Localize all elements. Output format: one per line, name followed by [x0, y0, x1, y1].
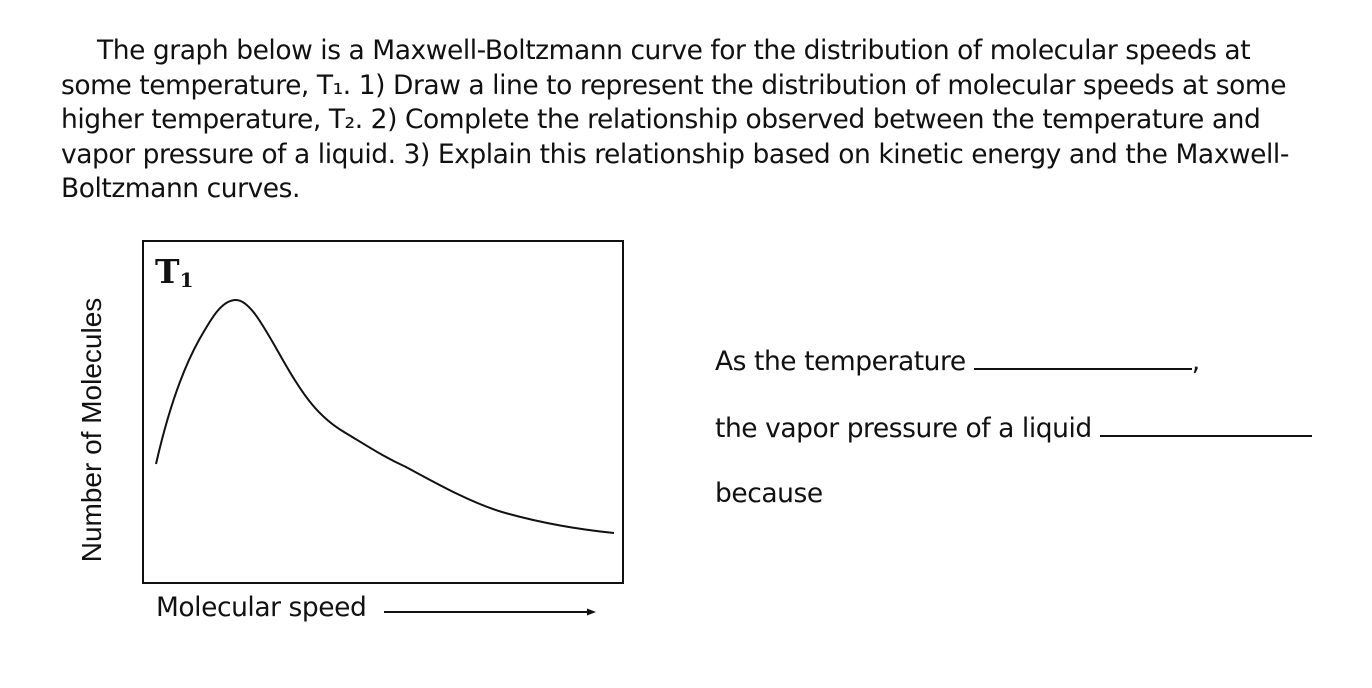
curve-label-t1: T1 [155, 252, 194, 292]
temperature-comma: , [1191, 346, 1200, 377]
x-axis-arrow-icon [384, 608, 596, 616]
y-axis-label: Number of Molecules [76, 297, 107, 563]
vapor-pressure-prompt: the vapor pressure of a liquid [715, 413, 1092, 444]
curve-label-letter: T [155, 252, 180, 291]
temperature-prompt: As the temperature [715, 346, 966, 377]
because-prompt: because [715, 478, 823, 509]
x-axis-label: Molecular speed [156, 592, 367, 623]
relationship-line-vapor-pressure: the vapor pressure of a liquid [715, 411, 1312, 444]
vapor-pressure-answer-blank[interactable] [1099, 411, 1312, 437]
relationship-line-temperature: As the temperature , [715, 344, 1200, 377]
temperature-answer-blank[interactable] [973, 344, 1192, 370]
maxwell-boltzmann-curve-plot [155, 298, 615, 534]
curve-label-subscript: 1 [179, 268, 194, 292]
maxwell-boltzmann-curve-t1 [155, 298, 615, 534]
question-body: The graph below is a Maxwell-Boltzmann c… [61, 35, 1289, 204]
question-text: The graph below is a Maxwell-Boltzmann c… [61, 34, 1311, 207]
relationship-line-because: because [715, 478, 823, 509]
graph-frame [142, 240, 624, 584]
